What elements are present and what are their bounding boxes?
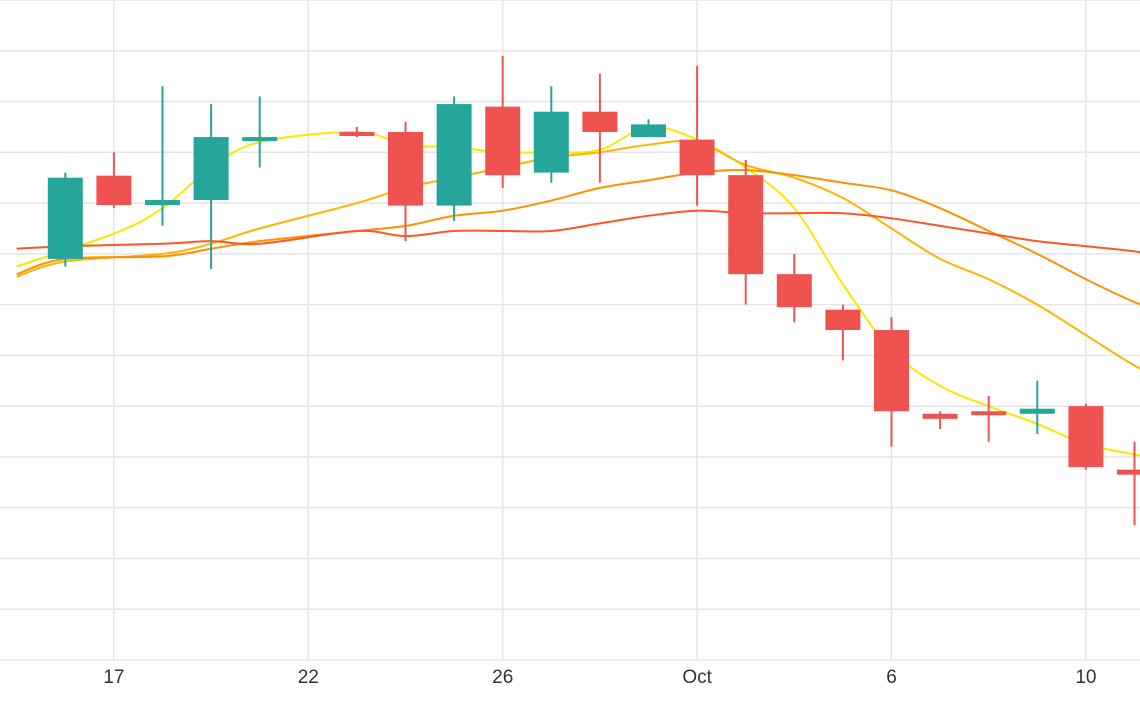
candle-up: [436, 96, 472, 221]
candle-body: [631, 124, 666, 138]
candle-body: [922, 413, 958, 419]
candle-body: [96, 175, 132, 206]
candle-body: [47, 177, 83, 259]
moving-average-lines: [16, 125, 1140, 457]
x-tick-label: 26: [492, 667, 513, 688]
x-axis-tick-labels: 17 22 26 Oct 6 10: [103, 667, 1096, 688]
candle-body: [388, 132, 423, 206]
candle-down: [485, 55, 521, 188]
candle-body: [1117, 469, 1140, 475]
candle-down: [874, 317, 909, 447]
candle-body: [533, 111, 569, 173]
candle-body: [436, 104, 472, 206]
candle-up: [631, 119, 666, 138]
candle-up: [242, 96, 278, 168]
candle-down: [582, 73, 618, 183]
candle-down: [922, 411, 958, 429]
candle-body: [582, 111, 618, 132]
candle-body: [339, 132, 375, 136]
candle-up: [145, 86, 180, 226]
candle-body: [874, 330, 909, 412]
x-tick-label: 17: [103, 667, 124, 688]
candle-down: [1068, 403, 1104, 470]
candle-down: [728, 159, 764, 305]
candle-body: [825, 309, 861, 330]
candle-down: [971, 396, 1007, 442]
candle-up: [533, 86, 569, 183]
candle-up: [1019, 380, 1055, 435]
candle-body: [193, 137, 229, 201]
candle-down: [96, 152, 132, 209]
candle-body: [1019, 408, 1055, 414]
candle-down: [339, 126, 375, 138]
candle-body: [776, 274, 812, 308]
moving-average-line: [16, 139, 1140, 370]
candle-up: [47, 172, 83, 267]
candle-body: [679, 139, 715, 176]
candle-down: [1117, 441, 1140, 526]
candle-body: [1068, 406, 1104, 468]
x-tick-label: Oct: [682, 667, 712, 688]
candle-body: [485, 106, 521, 176]
candle-down: [776, 253, 812, 323]
horizontal-gridlines: [0, 0, 1140, 661]
candle-down: [825, 304, 861, 361]
candles: [47, 55, 1140, 526]
candle-body: [971, 411, 1007, 416]
candle-body: [728, 175, 764, 275]
moving-average-line: [16, 125, 1140, 457]
moving-average-line: [16, 168, 1140, 306]
candle-body: [145, 200, 180, 206]
moving-average-line: [16, 209, 1140, 254]
x-tick-label: 10: [1075, 667, 1096, 688]
candle-down: [679, 66, 715, 206]
candle-body: [242, 137, 278, 142]
x-tick-label: 22: [298, 667, 319, 688]
x-tick-label: 6: [886, 667, 897, 688]
candle-down: [388, 121, 423, 242]
candle-up: [193, 104, 229, 270]
